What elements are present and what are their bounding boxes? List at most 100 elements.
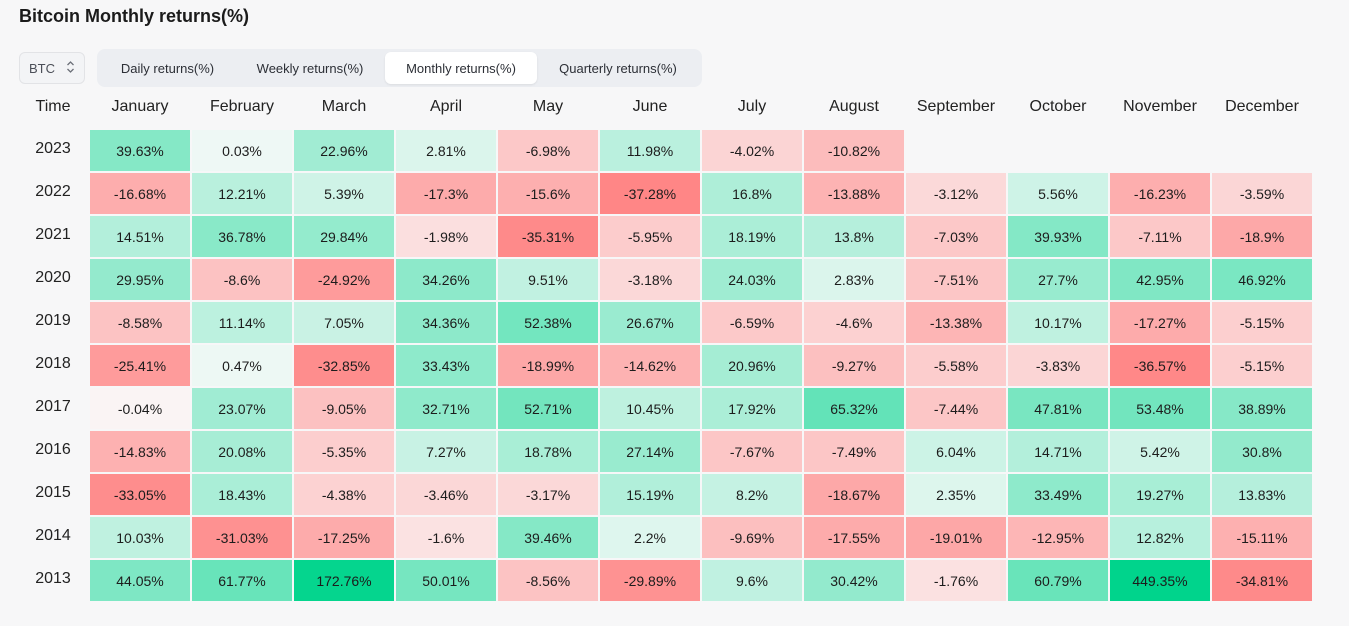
heatmap-cell: 5.39% <box>294 173 394 214</box>
heatmap-cell: 33.43% <box>396 345 496 386</box>
returns-period-tabs: Daily returns(%) Weekly returns(%) Month… <box>97 49 702 87</box>
heatmap-cell: 26.67% <box>600 302 700 343</box>
heatmap-cell: 52.38% <box>498 302 598 343</box>
heatmap-cell: -1.76% <box>906 560 1006 601</box>
heatmap-cell: -7.11% <box>1110 216 1210 257</box>
asset-select[interactable]: BTC <box>19 52 85 84</box>
column-header-month: April <box>429 98 462 115</box>
tab-monthly-returns[interactable]: Monthly returns(%) <box>385 52 537 84</box>
heatmap-cell: 13.8% <box>804 216 904 257</box>
heatmap-cell: -18.99% <box>498 345 598 386</box>
heatmap-cell: 23.07% <box>192 388 292 429</box>
column-header-month: June <box>632 98 668 115</box>
heatmap-cell: 61.77% <box>192 560 292 601</box>
heatmap-cell: -14.83% <box>90 431 190 472</box>
heatmap-cell: -5.95% <box>600 216 700 257</box>
heatmap-cell: -3.83% <box>1008 345 1108 386</box>
column-header-month: May <box>532 98 564 115</box>
heatmap-cell: 29.84% <box>294 216 394 257</box>
heatmap-cell: -16.23% <box>1110 173 1210 214</box>
heatmap-cell: 33.49% <box>1008 474 1108 515</box>
heatmap-cell: 5.42% <box>1110 431 1210 472</box>
row-year-label: 2021 <box>35 226 71 243</box>
page-title: Bitcoin Monthly returns(%) <box>19 6 249 26</box>
heatmap-cell: -13.38% <box>906 302 1006 343</box>
heatmap-cell: 7.27% <box>396 431 496 472</box>
heatmap-cell: 0.03% <box>192 130 292 171</box>
tab-daily-returns[interactable]: Daily returns(%) <box>120 60 215 76</box>
heatmap-cell: 13.83% <box>1212 474 1312 515</box>
heatmap-cell: 12.21% <box>192 173 292 214</box>
tab-weekly-returns[interactable]: Weekly returns(%) <box>256 60 364 76</box>
heatmap-cell: 27.7% <box>1008 259 1108 300</box>
heatmap-cell: 38.89% <box>1212 388 1312 429</box>
heatmap-cell: 34.26% <box>396 259 496 300</box>
heatmap-cell: -31.03% <box>192 517 292 558</box>
row-year-label: 2019 <box>35 312 71 329</box>
column-header-month: February <box>209 98 275 115</box>
row-year-label: 2013 <box>35 570 71 587</box>
heatmap-cell: 16.8% <box>702 173 802 214</box>
heatmap-cell: -37.28% <box>600 173 700 214</box>
heatmap-cell: 2.81% <box>396 130 496 171</box>
heatmap-cell: -18.67% <box>804 474 904 515</box>
row-year-label: 2014 <box>35 527 71 544</box>
heatmap-cell: -36.57% <box>1110 345 1210 386</box>
heatmap-cell: 42.95% <box>1110 259 1210 300</box>
heatmap-cell: -19.01% <box>906 517 1006 558</box>
heatmap-cell: 46.92% <box>1212 259 1312 300</box>
heatmap-cell: -0.04% <box>90 388 190 429</box>
heatmap-cell: 39.46% <box>498 517 598 558</box>
heatmap-cell: -10.82% <box>804 130 904 171</box>
heatmap-cell: -7.44% <box>906 388 1006 429</box>
heatmap-cell: 52.71% <box>498 388 598 429</box>
heatmap-cell: 11.98% <box>600 130 700 171</box>
chevron-up-down-icon <box>66 60 75 74</box>
heatmap-cell: -24.92% <box>294 259 394 300</box>
heatmap-cell: -17.3% <box>396 173 496 214</box>
heatmap-cell: -15.6% <box>498 173 598 214</box>
heatmap-cell: 172.76% <box>294 560 394 601</box>
heatmap-cell: -7.51% <box>906 259 1006 300</box>
column-header-month: March <box>321 98 367 115</box>
row-year-label: 2022 <box>35 183 71 200</box>
heatmap-cell: -17.25% <box>294 517 394 558</box>
heatmap-cell: -3.18% <box>600 259 700 300</box>
heatmap-cell: 30.8% <box>1212 431 1312 472</box>
heatmap-cell: -1.98% <box>396 216 496 257</box>
heatmap-cell: -5.15% <box>1212 345 1312 386</box>
heatmap-cell: 19.27% <box>1110 474 1210 515</box>
row-year-label: 2015 <box>35 484 71 501</box>
heatmap-cell: 10.17% <box>1008 302 1108 343</box>
heatmap-cell: -16.68% <box>90 173 190 214</box>
heatmap-cell: 50.01% <box>396 560 496 601</box>
heatmap-cell: 17.92% <box>702 388 802 429</box>
heatmap-cell: -1.6% <box>396 517 496 558</box>
heatmap-cell: 27.14% <box>600 431 700 472</box>
row-header-time: Time <box>35 98 71 115</box>
heatmap-cell: 5.56% <box>1008 173 1108 214</box>
heatmap-cell: -25.41% <box>90 345 190 386</box>
heatmap-cell: -7.67% <box>702 431 802 472</box>
column-header-month: January <box>111 98 169 115</box>
heatmap-cell: -17.27% <box>1110 302 1210 343</box>
heatmap-cell: 9.51% <box>498 259 598 300</box>
row-year-label: 2018 <box>35 355 71 372</box>
heatmap-cell: -14.62% <box>600 345 700 386</box>
row-year-label: 2020 <box>35 269 71 286</box>
heatmap-cell: 39.63% <box>90 130 190 171</box>
tab-quarterly-returns[interactable]: Quarterly returns(%) <box>559 60 677 76</box>
heatmap-cell: 14.71% <box>1008 431 1108 472</box>
heatmap-cell: 9.6% <box>702 560 802 601</box>
heatmap-cell: 12.82% <box>1110 517 1210 558</box>
heatmap-cell: 36.78% <box>192 216 292 257</box>
heatmap-cell: 2.35% <box>906 474 1006 515</box>
heatmap-cell: 10.45% <box>600 388 700 429</box>
heatmap-cell: -17.55% <box>804 517 904 558</box>
heatmap-cell: 6.04% <box>906 431 1006 472</box>
heatmap-cell: -3.12% <box>906 173 1006 214</box>
heatmap-cell: 30.42% <box>804 560 904 601</box>
heatmap-cell: -34.81% <box>1212 560 1312 601</box>
row-year-label: 2016 <box>35 441 71 458</box>
heatmap-cell: 14.51% <box>90 216 190 257</box>
